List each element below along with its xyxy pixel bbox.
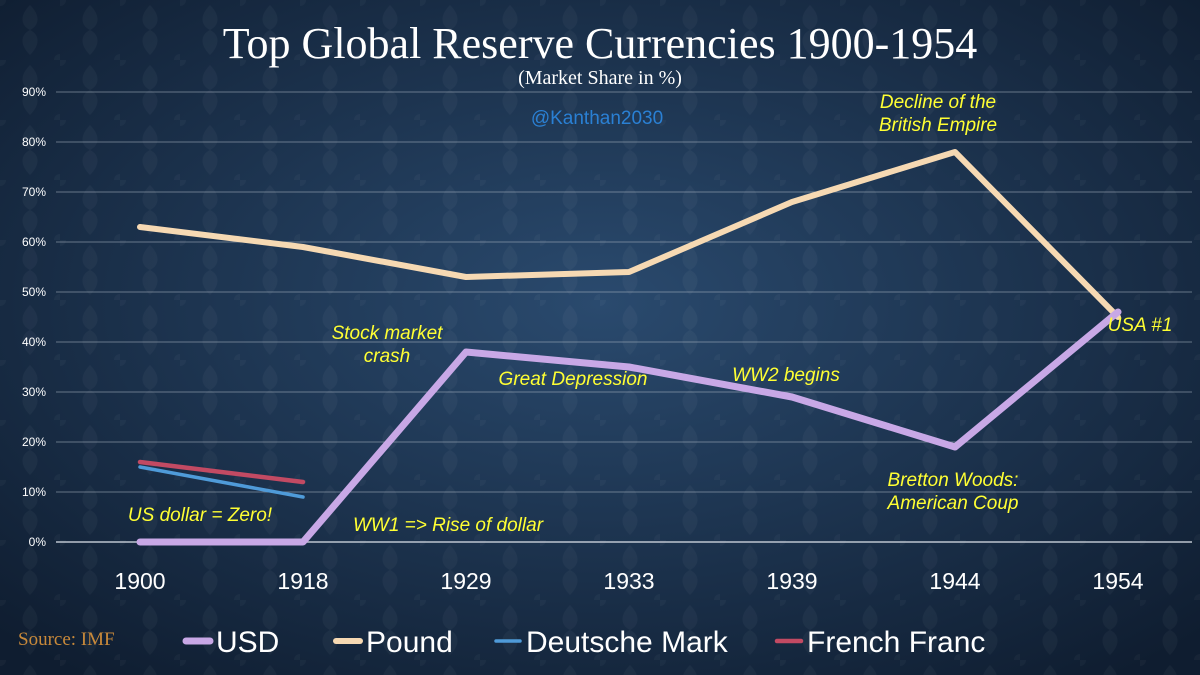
annotation-text: WW2 begins	[732, 365, 840, 386]
annotation-text: US dollar = Zero!	[128, 505, 273, 526]
x-tick-label: 1954	[1092, 568, 1143, 594]
y-tick-label: 20%	[22, 435, 46, 449]
x-tick-label: 1933	[603, 568, 654, 594]
x-tick-label: 1900	[114, 568, 165, 594]
annotation-text: Great Depression	[499, 369, 648, 390]
x-tick-label: 1939	[766, 568, 817, 594]
y-tick-label: 90%	[22, 85, 46, 99]
annotation-text: crash	[364, 346, 410, 367]
annotation-text: WW1 => Rise of dollar	[353, 515, 544, 536]
series-line-usd	[136, 308, 1122, 546]
annotation-text: British Empire	[879, 115, 997, 136]
legend-label: Deutsche Mark	[526, 626, 729, 659]
watermark: @Kanthan2030	[531, 108, 663, 129]
annotation-text: American Coup	[887, 493, 1019, 514]
series-lines	[136, 149, 1122, 546]
x-axis: 1900 1918 1929 1933 1939 1944 1954	[114, 568, 1143, 594]
x-tick-label: 1918	[277, 568, 328, 594]
annotation-text: Stock market	[332, 323, 444, 344]
legend: USD Pound Deutsche Mark French Franc	[182, 626, 985, 659]
y-tick-label: 40%	[22, 335, 46, 349]
legend-label: USD	[216, 626, 279, 659]
legend-label: Pound	[366, 626, 453, 659]
y-tick-label: 0%	[29, 535, 47, 549]
x-tick-label: 1944	[929, 568, 980, 594]
series-line-french-franc	[137, 459, 306, 485]
x-tick-label: 1929	[440, 568, 491, 594]
annotation-text: USA #1	[1108, 315, 1173, 336]
y-tick-label: 80%	[22, 135, 46, 149]
y-tick-label: 60%	[22, 235, 46, 249]
y-tick-label: 10%	[22, 485, 46, 499]
y-axis: 0% 10% 20% 30% 40% 50% 60% 70% 80% 90%	[22, 85, 46, 549]
series-line-pound	[137, 149, 1121, 320]
series-line-deutsche-mark	[138, 465, 305, 499]
y-tick-label: 30%	[22, 385, 46, 399]
chart-title: Top Global Reserve Currencies 1900-1954	[223, 19, 978, 68]
legend-label: French Franc	[807, 626, 985, 659]
y-tick-label: 50%	[22, 285, 46, 299]
source-label: Source: IMF	[18, 629, 115, 650]
chart-subtitle: (Market Share in %)	[518, 67, 682, 89]
annotation-text: Bretton Woods:	[888, 470, 1019, 491]
annotation-text: Decline of the	[880, 92, 996, 113]
y-tick-label: 70%	[22, 185, 46, 199]
